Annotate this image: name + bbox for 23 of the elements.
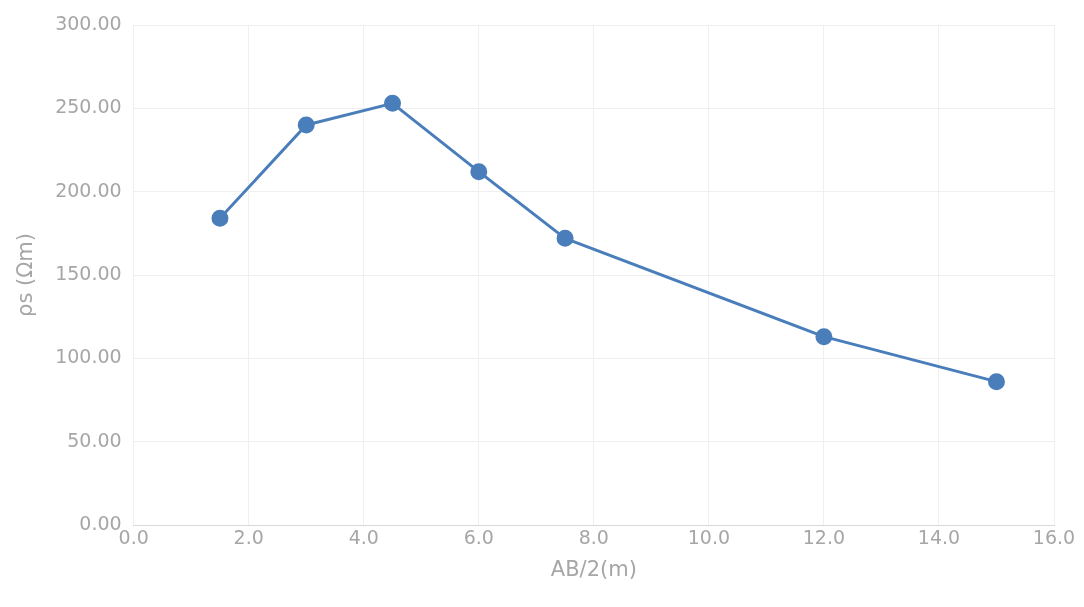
point bbox=[297, 116, 315, 134]
x-axis-title: AB/2(m) bbox=[550, 556, 637, 581]
y-tick-label: 150.00 bbox=[55, 261, 122, 284]
y-tick-label: 300.00 bbox=[55, 11, 122, 34]
x-tick-label: 2.0 bbox=[233, 526, 264, 549]
y-axis-title: ρs (Ωm) bbox=[13, 233, 38, 317]
x-tick-label: 14.0 bbox=[917, 526, 961, 549]
point bbox=[987, 373, 1005, 391]
point bbox=[470, 163, 488, 181]
point bbox=[815, 328, 833, 346]
x-tick-label: 10.0 bbox=[687, 526, 731, 549]
x-tick-label: 6.0 bbox=[463, 526, 494, 549]
y-tick-label: 250.00 bbox=[55, 95, 122, 118]
x-tick-label: 8.0 bbox=[578, 526, 609, 549]
point bbox=[384, 94, 402, 112]
point bbox=[556, 229, 574, 247]
y-tick-label: 100.00 bbox=[55, 345, 122, 368]
x-tick-label: 12.0 bbox=[802, 526, 846, 549]
x-tick-label: 16.0 bbox=[1032, 526, 1076, 549]
x-tick-label: 4.0 bbox=[348, 526, 379, 549]
y-tick-label: 50.00 bbox=[67, 428, 122, 451]
point bbox=[211, 209, 229, 227]
y-tick-label: 200.00 bbox=[55, 178, 122, 201]
